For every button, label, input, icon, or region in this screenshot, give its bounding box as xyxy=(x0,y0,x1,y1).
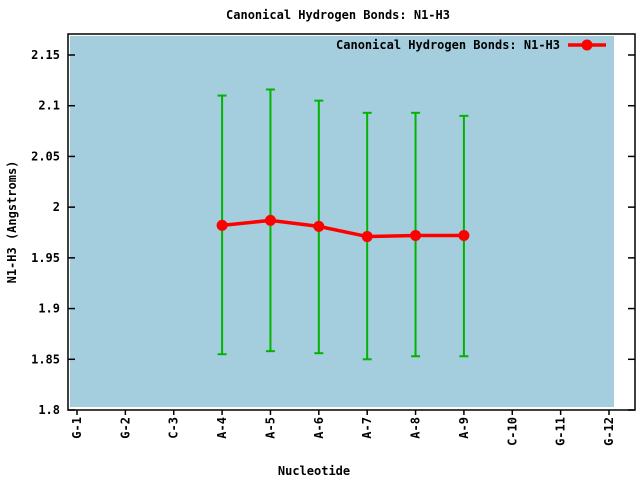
y-tick-label: 2 xyxy=(53,200,60,214)
plot-background xyxy=(70,36,614,407)
data-point xyxy=(216,219,228,231)
y-tick-label: 1.9 xyxy=(38,302,60,316)
data-point xyxy=(410,230,422,242)
chart-title: Canonical Hydrogen Bonds: N1-H3 xyxy=(226,8,450,22)
data-point xyxy=(458,230,470,242)
x-tick-label: A-6 xyxy=(312,417,326,439)
x-tick-label: G-1 xyxy=(70,417,84,439)
series-line xyxy=(221,218,464,239)
x-tick-label: G-12 xyxy=(602,417,616,446)
x-axis-label: Nucleotide xyxy=(278,464,350,478)
y-tick-label: 1.95 xyxy=(31,251,60,265)
x-tick-label: C-10 xyxy=(505,417,519,446)
y-tick-label: 2.05 xyxy=(31,149,60,163)
x-tick-label: C-3 xyxy=(167,417,181,439)
x-tick-label: A-8 xyxy=(409,417,423,439)
x-tick-label: A-4 xyxy=(215,417,229,439)
x-tick-label: A-9 xyxy=(457,417,471,439)
y-tick-label: 1.85 xyxy=(31,352,60,366)
x-tick-label: G-2 xyxy=(118,417,132,439)
x-tick-label: A-7 xyxy=(360,417,374,439)
y-tick-label: 1.8 xyxy=(38,403,60,417)
data-point xyxy=(361,231,373,243)
x-tick-label: G-11 xyxy=(554,417,568,446)
data-point xyxy=(313,220,325,232)
x-tick-label: A-5 xyxy=(263,417,277,439)
y-axis-label: N1-H3 (Angstroms) xyxy=(5,161,19,284)
data-point xyxy=(264,214,276,226)
plot-border xyxy=(67,33,636,411)
legend-marker xyxy=(581,39,593,51)
legend-label: Canonical Hydrogen Bonds: N1-H3 xyxy=(336,38,560,52)
y-tick-label: 2.1 xyxy=(38,99,60,113)
y-tick-label: 2.15 xyxy=(31,48,60,62)
